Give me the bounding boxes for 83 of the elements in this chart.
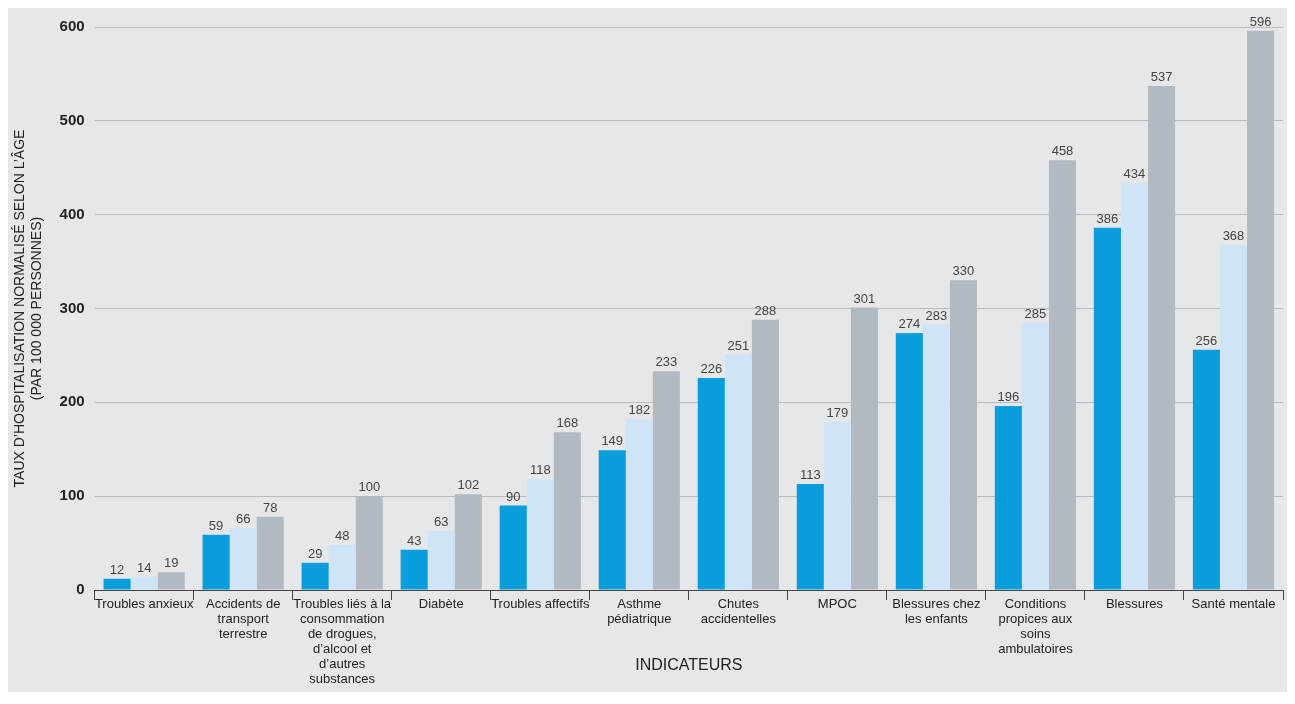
bar [499, 505, 527, 590]
x-tick-label: Troubles liés à la consommation de drogues, d’alcool et d’autres substances [293, 596, 392, 687]
y-axis-title: TAUX D’HOSPITALISATION NORMALISÉ SELON L’ÂGE (PAR 100 000 PERSONNES) [11, 129, 45, 488]
data-label: 66 [235, 511, 251, 527]
data-label: 368 [1222, 227, 1245, 243]
bar [1120, 182, 1148, 590]
x-tick-label: Troubles affectifs [491, 596, 590, 612]
data-label: 256 [1195, 332, 1218, 348]
data-label: 386 [1096, 210, 1119, 226]
y-tick-label: 0 [76, 580, 85, 598]
data-label: 182 [628, 402, 651, 418]
data-label: 48 [334, 528, 350, 544]
data-label: 226 [700, 361, 723, 377]
data-label: 29 [307, 545, 323, 561]
y-tick-label: 500 [59, 110, 85, 128]
data-label: 301 [853, 290, 876, 306]
x-tick-label: Diabète [418, 596, 464, 612]
x-axis-title: INDICATEURS [635, 656, 743, 674]
data-label: 179 [826, 405, 849, 421]
data-label: 285 [1024, 305, 1047, 321]
bar [427, 530, 455, 590]
data-label: 100 [358, 479, 381, 495]
bar [697, 377, 725, 590]
data-label: 330 [952, 263, 975, 279]
bar [598, 450, 626, 590]
bar [1093, 227, 1121, 590]
data-label: 458 [1051, 143, 1074, 159]
bar [796, 483, 824, 590]
data-label: 596 [1249, 13, 1272, 29]
bar [229, 528, 257, 590]
data-label: 168 [556, 415, 579, 431]
data-label: 251 [727, 337, 750, 353]
data-label: 63 [434, 513, 449, 529]
bar [130, 576, 158, 590]
x-tick-label: Conditions propices aux soins ambulatoires [998, 596, 1074, 657]
data-label: 118 [529, 462, 551, 478]
x-tick-label: Chutes accidentelles [700, 596, 777, 627]
data-label: 14 [136, 559, 152, 575]
y-tick-label: 100 [59, 486, 85, 504]
x-tick-label: Troubles anxieux [94, 596, 194, 612]
bar [895, 332, 923, 590]
data-label: 12 [109, 561, 125, 577]
x-tick-label: Accidents de transport terrestre [205, 596, 281, 642]
bar [625, 419, 653, 590]
x-tick-label: MPOC [817, 596, 857, 612]
x-tick-label: Blessures chez les enfants [892, 596, 981, 627]
data-label: 537 [1150, 69, 1173, 85]
bar [1192, 349, 1220, 590]
data-label: 149 [601, 433, 624, 449]
data-label: 434 [1123, 165, 1146, 181]
bar [1219, 244, 1248, 590]
data-label: 233 [655, 354, 678, 370]
data-label: 78 [263, 499, 278, 515]
bar [526, 479, 554, 590]
y-tick-label: 400 [59, 204, 85, 222]
bar [202, 534, 230, 590]
bar [1021, 322, 1049, 590]
x-tick-label: Asthme pédiatrique [607, 596, 672, 627]
bar [328, 544, 356, 590]
bar [301, 562, 329, 590]
data-label: 43 [406, 532, 422, 548]
data-label: 283 [925, 307, 948, 323]
bar [400, 549, 428, 590]
data-label: 19 [163, 555, 179, 571]
bar [724, 354, 752, 590]
bar [922, 324, 950, 590]
data-label: 274 [898, 315, 921, 331]
bar [256, 516, 284, 590]
bar [994, 406, 1022, 590]
data-label: 196 [997, 389, 1020, 405]
data-label: 90 [505, 488, 521, 504]
data-label: 288 [754, 302, 777, 318]
bar [823, 422, 851, 590]
y-tick-label: 200 [59, 392, 85, 410]
data-label: 59 [208, 517, 224, 533]
x-tick-label: Blessures [1105, 596, 1164, 612]
bar [103, 578, 131, 590]
y-tick-label: 600 [59, 17, 85, 35]
data-label: 102 [457, 477, 480, 493]
y-tick-label: 300 [59, 298, 85, 316]
data-label: 113 [799, 467, 821, 483]
x-tick-label: Santé mentale [1191, 596, 1276, 612]
bar [157, 572, 185, 590]
